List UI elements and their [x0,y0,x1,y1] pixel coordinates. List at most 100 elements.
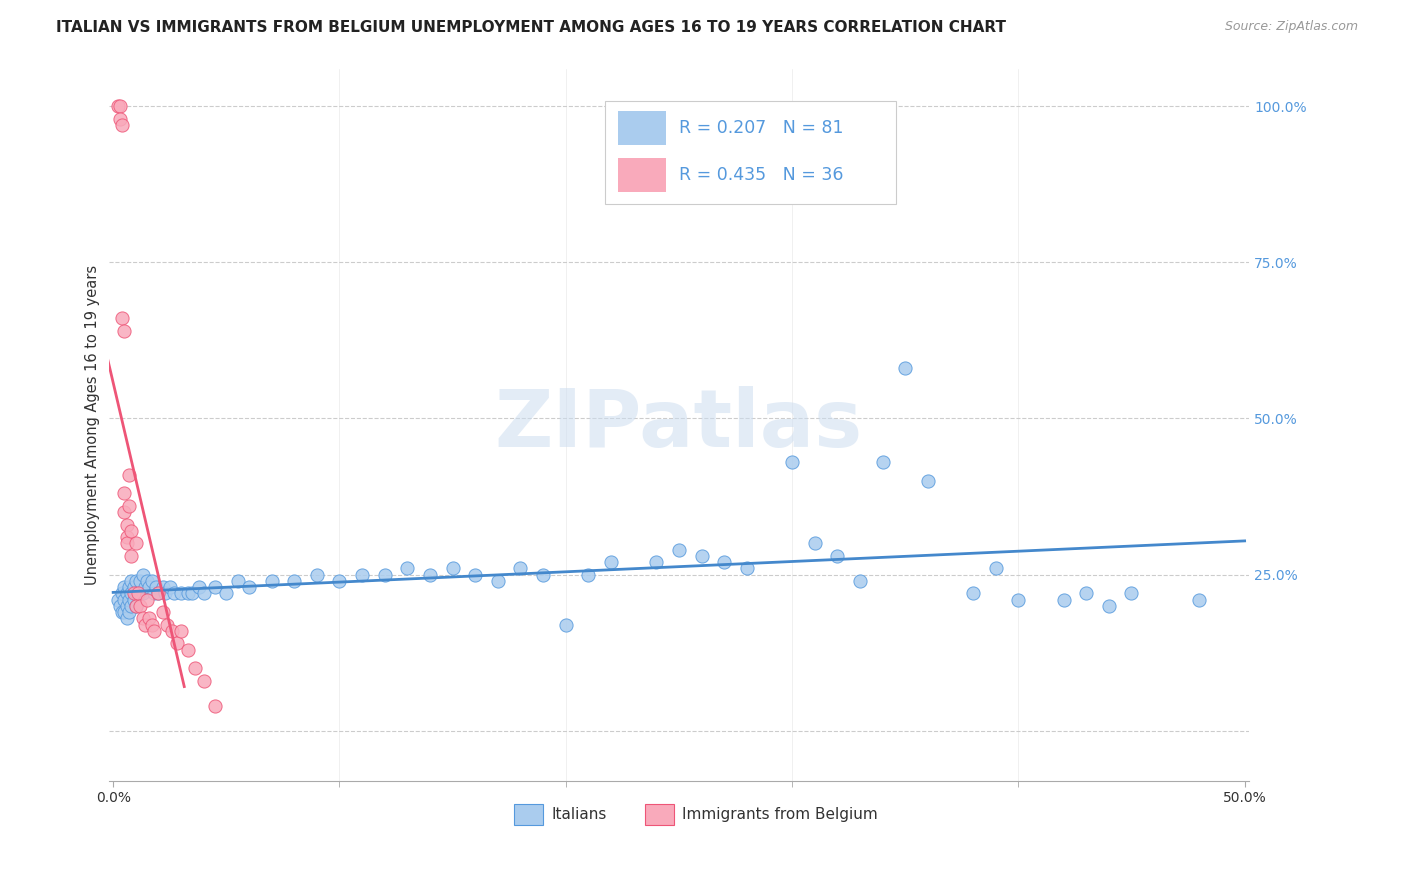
Point [138,611,160,625]
Text: Immigrants from Belgium: Immigrants from Belgium [682,807,879,822]
Point [204,580,226,594]
Point [1121,586,1143,600]
Point [114,505,136,519]
Text: R = 0.207   N = 81: R = 0.207 N = 81 [679,119,844,136]
Point [849,574,872,588]
Point [127,586,149,600]
Point [1076,586,1098,600]
Point [142,586,165,600]
Point [441,561,464,575]
Point [193,586,215,600]
Point [118,592,141,607]
Point [160,624,183,638]
Point [962,586,984,600]
Point [134,580,156,594]
FancyBboxPatch shape [645,804,675,825]
Point [111,118,134,132]
Point [125,574,148,588]
Point [107,99,129,113]
Point [464,567,486,582]
Point [917,474,939,488]
Point [120,574,142,588]
Point [645,555,668,569]
Point [138,580,160,594]
Point [136,592,159,607]
Text: Italians: Italians [551,807,606,822]
Point [181,586,204,600]
Point [668,542,690,557]
Point [600,555,623,569]
Point [122,592,145,607]
Point [576,567,599,582]
Point [204,698,226,713]
Point [1098,599,1121,613]
Point [115,586,138,600]
Point [238,580,260,594]
Point [142,624,165,638]
Point [554,617,576,632]
Point [115,530,138,544]
Point [111,605,134,619]
Point [111,311,134,326]
Point [111,586,134,600]
Point [118,467,141,482]
Point [115,611,138,625]
Point [148,586,170,600]
Point [152,605,174,619]
Point [118,605,141,619]
Point [509,561,531,575]
Point [872,455,894,469]
Point [120,586,142,600]
FancyBboxPatch shape [619,158,666,193]
Point [260,574,283,588]
Point [152,580,174,594]
Point [145,580,167,594]
Point [226,574,249,588]
Point [352,567,374,582]
Point [115,599,138,613]
Point [114,605,136,619]
Text: R = 0.435   N = 36: R = 0.435 N = 36 [679,167,844,185]
Point [125,586,148,600]
Point [1188,592,1211,607]
Point [108,599,131,613]
Point [328,574,350,588]
Point [129,599,152,613]
Text: ZIPatlas: ZIPatlas [495,385,863,464]
Point [156,617,179,632]
Point [419,567,441,582]
Point [122,580,145,594]
Point [108,112,131,126]
Point [120,549,142,563]
FancyBboxPatch shape [619,111,666,145]
Point [177,586,200,600]
Point [129,574,152,588]
Point [713,555,735,569]
Point [531,567,554,582]
Point [166,636,188,650]
Point [193,673,215,688]
Point [107,592,129,607]
Point [131,567,153,582]
Point [148,586,170,600]
Point [114,580,136,594]
Point [183,661,205,675]
Point [131,611,153,625]
Point [780,455,803,469]
Point [129,586,152,600]
Point [486,574,509,588]
Point [735,561,758,575]
Point [118,580,141,594]
Point [894,361,917,376]
Point [155,586,177,600]
Point [108,99,131,113]
Point [120,524,142,538]
Text: Source: ZipAtlas.com: Source: ZipAtlas.com [1225,20,1358,33]
Point [827,549,849,563]
Point [170,586,193,600]
Point [114,592,136,607]
Point [159,580,181,594]
Point [125,599,148,613]
Point [122,586,145,600]
Point [215,586,238,600]
